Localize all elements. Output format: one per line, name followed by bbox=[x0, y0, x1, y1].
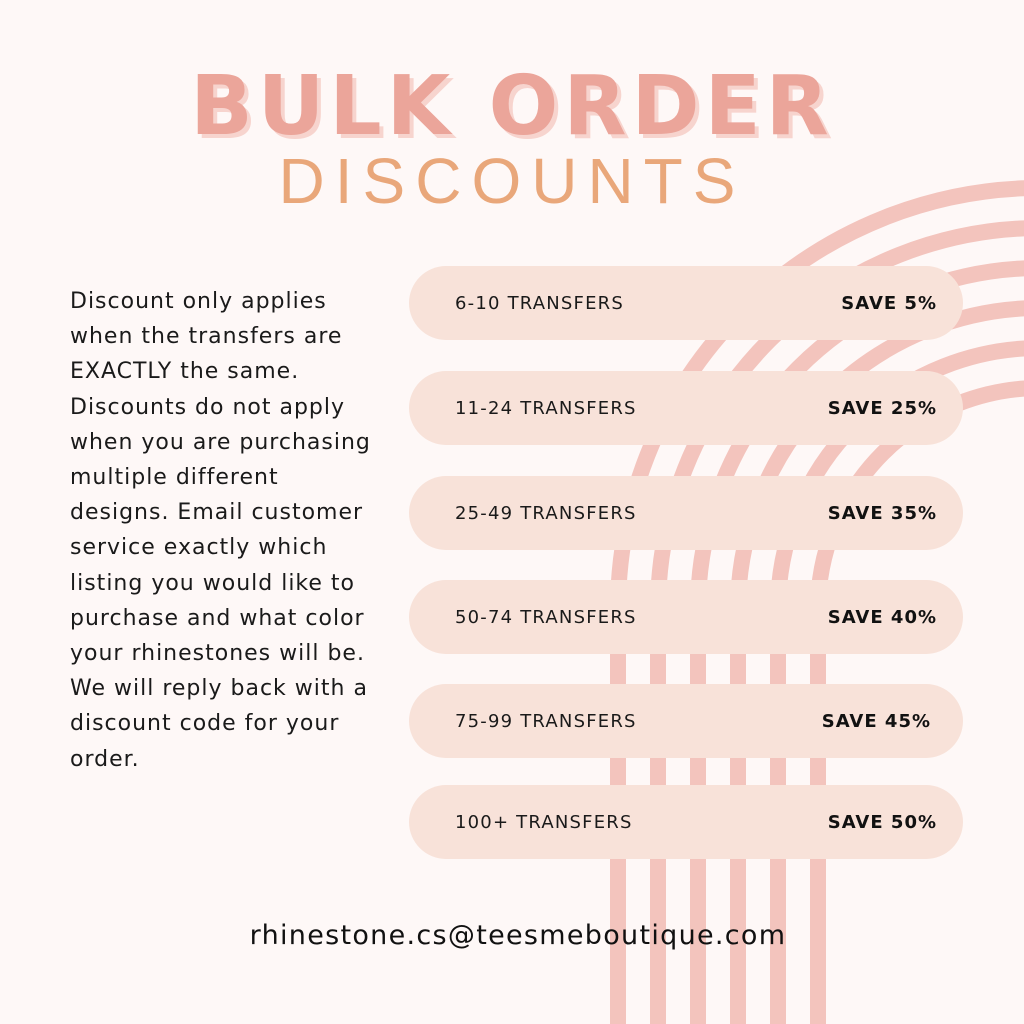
tier-discount: SAVE 5% bbox=[841, 292, 937, 314]
page-title: BULK ORDER bbox=[190, 59, 834, 154]
tier-quantity: 75-99 TRANSFERS bbox=[455, 710, 637, 732]
tier-discount: SAVE 45% bbox=[821, 710, 931, 732]
tier-discount: SAVE 50% bbox=[827, 811, 937, 833]
arc-stripe bbox=[810, 380, 1024, 1024]
tier-quantity: 100+ TRANSFERS bbox=[455, 811, 633, 833]
page-subtitle: DISCOUNTS bbox=[278, 145, 746, 217]
tier-discount: SAVE 25% bbox=[827, 397, 937, 419]
tier-row: 11-24 TRANSFERS SAVE 25% bbox=[409, 371, 963, 445]
tier-row: 75-99 TRANSFERS SAVE 45% bbox=[409, 684, 963, 758]
tier-row: 50-74 TRANSFERS SAVE 40% bbox=[409, 580, 963, 654]
tier-row: 25-49 TRANSFERS SAVE 35% bbox=[409, 476, 963, 550]
tier-quantity: 6-10 TRANSFERS bbox=[455, 292, 625, 314]
tier-quantity: 50-74 TRANSFERS bbox=[455, 606, 637, 628]
contact-email[interactable]: rhinestone.cs@teesmeboutique.com bbox=[249, 920, 787, 951]
tier-discount: SAVE 35% bbox=[827, 502, 937, 524]
tier-quantity: 11-24 TRANSFERS bbox=[455, 397, 637, 419]
tier-row: 6-10 TRANSFERS SAVE 5% bbox=[409, 266, 963, 340]
tier-discount: SAVE 40% bbox=[827, 606, 937, 628]
tier-quantity: 25-49 TRANSFERS bbox=[455, 502, 637, 524]
discount-description: Discount only applies when the transfers… bbox=[70, 289, 371, 772]
tier-row: 100+ TRANSFERS SAVE 50% bbox=[409, 785, 963, 859]
